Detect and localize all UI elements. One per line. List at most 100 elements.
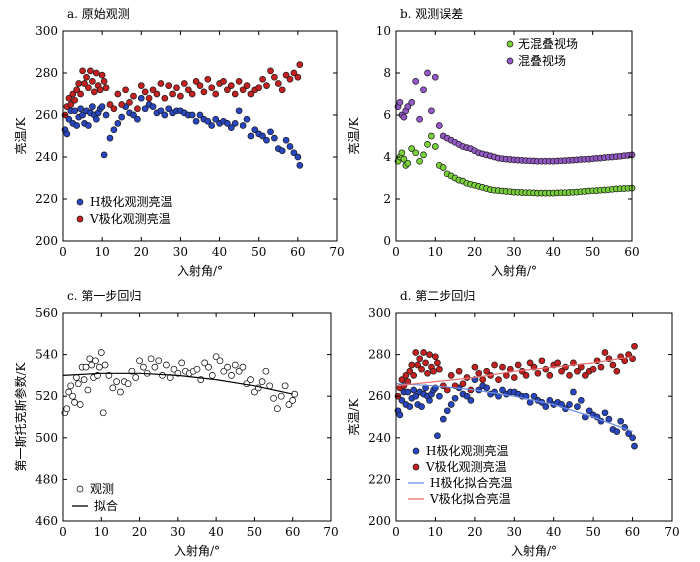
data-point — [467, 397, 475, 404]
data-point — [88, 361, 96, 369]
data-point — [416, 355, 424, 363]
data-point — [483, 384, 491, 392]
x-tick-label: 10 — [95, 245, 110, 259]
data-point — [165, 105, 173, 113]
legend-marker — [412, 463, 420, 471]
plot-frame — [62, 312, 332, 522]
data-point — [294, 73, 302, 81]
y-axis-label: 亮温/K — [13, 116, 28, 154]
data-point — [404, 103, 412, 110]
y-tick-label: 300 — [35, 24, 58, 38]
legend-label: 拟合 — [94, 498, 118, 513]
data-point — [153, 90, 161, 98]
legend-marker — [506, 57, 514, 65]
data-point — [134, 115, 141, 123]
x-tick-label: 20 — [467, 245, 482, 259]
data-point — [499, 363, 506, 371]
data-point — [114, 90, 122, 98]
data-point — [140, 363, 147, 371]
data-point — [259, 75, 266, 83]
x-tick-label: 70 — [329, 245, 344, 259]
x-tick-label: 0 — [59, 245, 67, 259]
data-point — [282, 71, 290, 79]
plot-frame — [395, 312, 673, 522]
data-point — [145, 94, 153, 102]
data-point — [69, 392, 76, 400]
x-tick-label: 10 — [94, 525, 109, 539]
data-point — [408, 361, 416, 369]
x-tick-label: 20 — [132, 525, 147, 539]
series-line — [395, 356, 633, 387]
data-point — [134, 105, 141, 113]
data-point — [290, 149, 298, 157]
data-point — [204, 117, 212, 125]
data-point — [192, 117, 200, 125]
data-point — [114, 120, 122, 127]
data-point — [601, 349, 609, 356]
data-point — [408, 99, 416, 106]
x-tick-label: 60 — [290, 245, 305, 259]
data-point — [412, 78, 420, 85]
data-point — [247, 90, 255, 98]
legend-label: H极化观测亮温 — [90, 194, 172, 209]
data-point — [483, 367, 491, 375]
data-point — [208, 84, 216, 92]
data-point — [243, 115, 251, 123]
data-point — [447, 401, 455, 408]
x-tick-label: 40 — [546, 245, 561, 259]
data-point — [436, 365, 443, 373]
data-point — [396, 411, 404, 419]
panel-0: 0 10 20 30 40 50 60 70 200 220 240 260 280 300 a. 原始观测… — [13, 7, 345, 278]
data-point — [258, 378, 266, 385]
data-point — [400, 113, 408, 121]
data-point — [79, 67, 86, 75]
data-point — [436, 392, 443, 400]
data-point — [404, 388, 412, 396]
data-point — [208, 122, 216, 129]
data-point — [404, 159, 412, 167]
data-point — [426, 397, 433, 404]
x-tick-label: 0 — [392, 525, 400, 539]
data-point — [412, 392, 420, 400]
data-point — [212, 353, 220, 361]
legend-label: V极化拟合亮温 — [429, 491, 511, 506]
data-point — [406, 403, 414, 410]
data-point — [434, 359, 441, 367]
data-point — [570, 388, 577, 396]
data-point — [416, 157, 423, 165]
x-tick-label: 40 — [209, 525, 224, 539]
data-point — [398, 149, 406, 157]
data-point — [286, 75, 294, 83]
data-point — [97, 349, 105, 356]
legend-marker — [76, 485, 84, 493]
data-point — [239, 122, 247, 129]
legend-label: 无混叠视场 — [518, 36, 578, 51]
x-tick-label: 10 — [428, 245, 443, 259]
y-axis-label: 亮温/K — [346, 397, 361, 435]
data-point — [228, 372, 235, 379]
data-point — [422, 359, 429, 367]
data-point — [412, 349, 420, 356]
data-point — [137, 94, 145, 102]
data-point — [463, 392, 471, 400]
data-point — [286, 143, 294, 150]
data-point — [92, 357, 99, 365]
x-tick-label: 40 — [212, 245, 227, 259]
data-point — [130, 111, 137, 119]
data-point — [165, 82, 173, 89]
data-point — [224, 86, 231, 94]
data-point — [74, 380, 82, 388]
data-point — [224, 363, 231, 371]
data-point — [434, 432, 441, 440]
data-point — [281, 382, 289, 390]
series-line — [395, 383, 633, 433]
data-point — [546, 372, 554, 379]
data-point — [177, 92, 184, 100]
data-point — [65, 388, 73, 396]
data-point — [428, 132, 435, 140]
data-point — [118, 113, 126, 121]
x-tick-label: 40 — [546, 525, 561, 539]
data-point — [204, 75, 212, 83]
legend-marker — [412, 447, 420, 455]
data-point — [601, 409, 609, 417]
